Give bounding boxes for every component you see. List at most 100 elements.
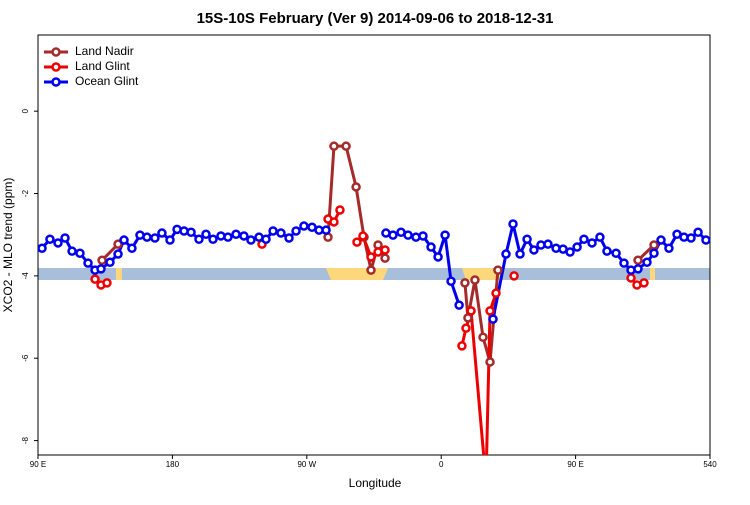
point xyxy=(611,248,621,258)
point xyxy=(67,246,77,256)
chart-title: 15S-10S February (Ver 9) 2014-09-06 to 2… xyxy=(197,10,554,27)
point xyxy=(366,252,376,262)
point xyxy=(501,249,511,259)
x-tick-label: 180 xyxy=(166,460,180,469)
point xyxy=(426,242,436,252)
point xyxy=(509,271,519,281)
point xyxy=(656,235,666,245)
legend-label: Land Glint xyxy=(75,59,130,73)
point xyxy=(352,237,362,247)
y-axis-label: XCO2 - MLO trend (ppm) xyxy=(1,178,15,313)
y-tick-label: 0 xyxy=(21,108,30,113)
point xyxy=(446,276,456,286)
point xyxy=(113,239,123,249)
x-tick-label: 90 E xyxy=(30,460,46,469)
point xyxy=(579,234,589,244)
point xyxy=(649,248,659,258)
point xyxy=(284,233,294,243)
point xyxy=(127,243,137,254)
point xyxy=(478,332,488,342)
point xyxy=(529,245,539,255)
point xyxy=(649,240,659,250)
point xyxy=(483,478,490,485)
point xyxy=(329,217,339,227)
point xyxy=(276,228,286,238)
point xyxy=(102,278,112,288)
point xyxy=(633,264,643,274)
point xyxy=(119,235,129,245)
point xyxy=(105,257,115,268)
point xyxy=(96,264,106,274)
legend-marker xyxy=(51,62,61,72)
x-tick-label: 90 W xyxy=(297,460,316,469)
point xyxy=(358,231,368,241)
point xyxy=(75,248,85,258)
point xyxy=(150,233,160,243)
land-strip xyxy=(650,268,655,280)
point xyxy=(53,238,63,248)
point xyxy=(291,226,301,236)
point xyxy=(239,231,249,241)
point xyxy=(186,227,196,237)
point xyxy=(341,141,351,151)
point xyxy=(493,265,503,275)
y-tick-label: -6 xyxy=(21,354,30,362)
point xyxy=(633,255,643,265)
point xyxy=(466,306,476,316)
y-tick-label: -2 xyxy=(21,189,30,197)
point xyxy=(38,243,47,254)
point xyxy=(261,234,271,244)
point xyxy=(440,230,450,240)
point xyxy=(457,341,467,351)
point xyxy=(388,230,398,240)
point xyxy=(321,225,331,235)
point xyxy=(626,273,636,283)
point xyxy=(522,234,532,244)
point xyxy=(543,239,553,249)
point xyxy=(246,235,256,245)
point xyxy=(335,205,345,215)
point xyxy=(142,232,152,242)
point xyxy=(565,247,575,257)
x-tick-label: 540 xyxy=(703,460,717,469)
point xyxy=(403,230,413,240)
point xyxy=(113,249,123,259)
point xyxy=(223,232,233,242)
point xyxy=(45,234,55,244)
legend-label: Ocean Glint xyxy=(75,74,139,88)
point xyxy=(642,257,652,268)
point xyxy=(366,265,376,275)
y-tick-label: -4 xyxy=(21,272,30,280)
point xyxy=(194,234,204,244)
legend-marker xyxy=(51,77,61,87)
point xyxy=(595,232,605,242)
point xyxy=(329,141,339,151)
point xyxy=(491,288,501,298)
point xyxy=(165,235,175,245)
plot-area xyxy=(38,141,710,485)
point xyxy=(619,258,629,268)
land-strip xyxy=(326,268,388,280)
point xyxy=(97,255,107,265)
point xyxy=(433,252,443,262)
point xyxy=(299,221,309,231)
point xyxy=(201,229,211,240)
plot-frame xyxy=(37,34,711,456)
series-line xyxy=(101,144,656,363)
point xyxy=(693,227,703,237)
point xyxy=(454,300,464,310)
point xyxy=(351,182,361,192)
land-strip xyxy=(116,268,122,280)
point xyxy=(380,253,390,263)
point xyxy=(83,258,93,268)
legend-label: Land Nadir xyxy=(75,44,134,58)
point xyxy=(60,233,70,243)
point xyxy=(572,242,582,252)
point xyxy=(461,323,471,333)
point xyxy=(485,357,495,367)
point xyxy=(701,235,710,245)
point xyxy=(485,306,495,316)
x-tick-label: 0 xyxy=(439,460,444,469)
